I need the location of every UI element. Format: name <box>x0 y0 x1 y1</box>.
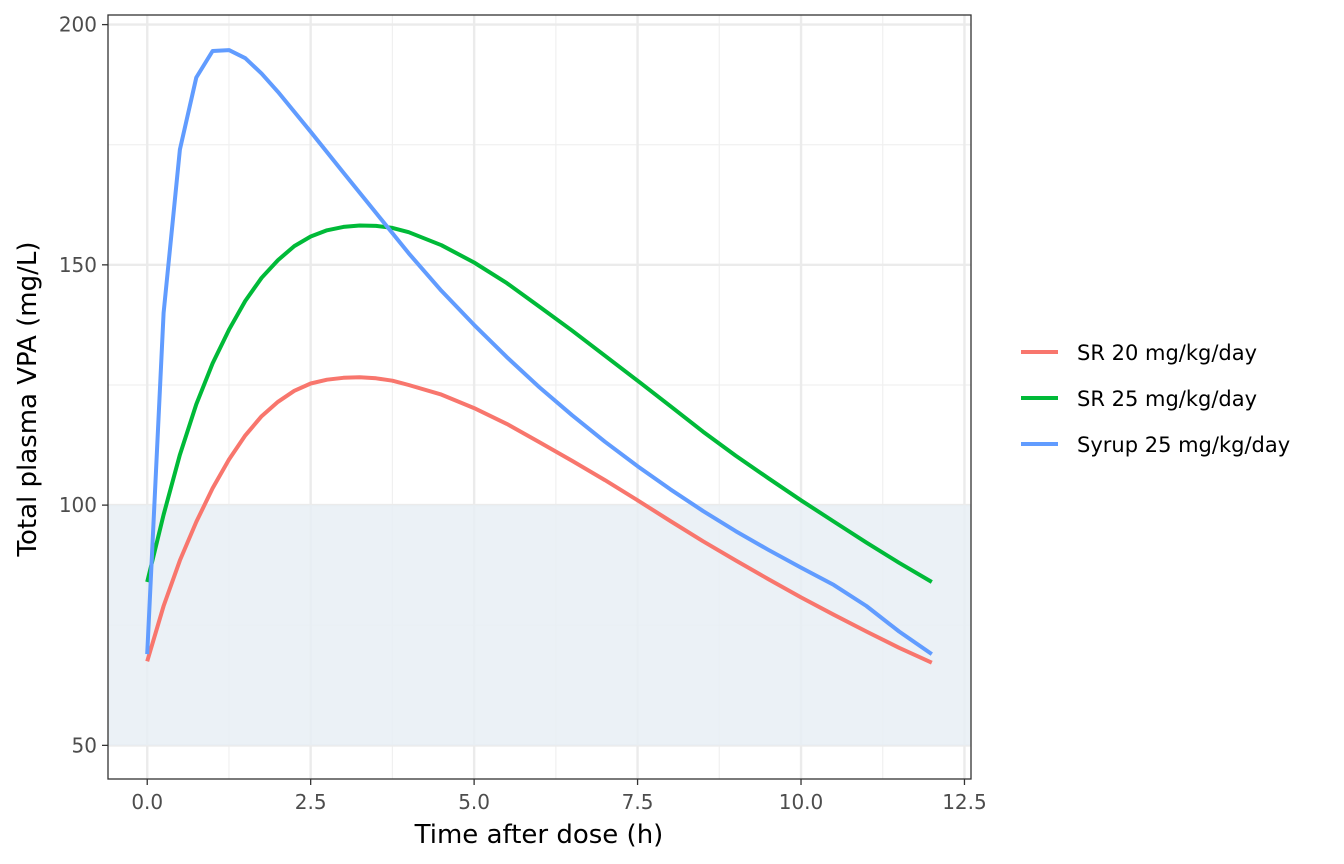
y-tick-label: 150 <box>59 253 97 277</box>
legend: SR 20 mg/kg/day SR 25 mg/kg/day Syrup 25 m… <box>1021 341 1290 457</box>
x-tick-label: 10.0 <box>779 790 824 814</box>
therapeutic-range-band <box>108 505 971 746</box>
plot-area <box>108 15 971 779</box>
legend-label-2: Syrup 25 mg/kg/day <box>1077 433 1290 457</box>
x-tick-label: 7.5 <box>622 790 654 814</box>
x-tick-label: 5.0 <box>458 790 490 814</box>
y-tick-label: 50 <box>72 733 97 757</box>
y-tick-label: 200 <box>59 13 97 37</box>
axes: 0.0 2.5 5.0 7.5 10.0 12.5 50 100 150 200 <box>59 13 987 814</box>
y-tick-label: 100 <box>59 493 97 517</box>
x-tick-label: 0.0 <box>131 790 163 814</box>
series-line-2 <box>145 48 933 656</box>
x-axis-title: Time after dose (h) <box>414 820 664 850</box>
panel-border <box>107 14 972 780</box>
legend-label-0: SR 20 mg/kg/day <box>1077 341 1257 365</box>
legend-label-1: SR 25 mg/kg/day <box>1077 387 1257 411</box>
x-tick-label: 12.5 <box>942 790 987 814</box>
series-line-1 <box>145 223 933 584</box>
x-tick-label: 2.5 <box>295 790 327 814</box>
y-axis-title: Total plasma VPA (mg/L) <box>13 242 43 558</box>
series-line-0 <box>145 375 933 665</box>
